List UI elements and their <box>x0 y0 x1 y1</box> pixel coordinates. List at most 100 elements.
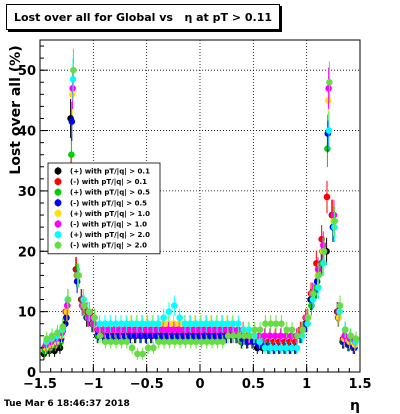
y-tick-label: 20 <box>18 245 36 260</box>
data-point <box>219 338 227 346</box>
series-8 <box>43 48 360 360</box>
data-point <box>171 302 178 309</box>
data-point <box>267 320 275 328</box>
data-point <box>192 320 199 328</box>
data-point <box>165 326 172 334</box>
legend-marker <box>54 209 62 217</box>
data-point <box>299 326 307 334</box>
legend-label: (+) with pT/|q| > 1.0 <box>70 210 150 219</box>
data-point <box>149 320 157 328</box>
data-point <box>96 320 103 328</box>
data-point <box>117 320 125 328</box>
data-point <box>54 329 61 337</box>
data-point <box>208 338 216 346</box>
data-point <box>256 338 263 346</box>
data-point <box>197 320 205 328</box>
data-point <box>310 290 317 297</box>
data-point <box>160 314 167 321</box>
data-point <box>262 320 269 328</box>
data-points <box>40 48 360 360</box>
data-point <box>68 151 75 158</box>
data-point <box>175 326 183 334</box>
data-point <box>261 332 268 340</box>
data-point <box>272 320 280 328</box>
data-point <box>170 326 178 334</box>
data-point <box>139 350 147 358</box>
data-point <box>342 326 349 334</box>
data-point <box>277 332 284 340</box>
data-point <box>315 272 323 279</box>
legend: (+) with pT/|q| > 0.1 (-) with pT/|q| > 0… <box>47 162 161 255</box>
x-tick-label: −1 <box>83 377 103 392</box>
data-point <box>294 332 301 340</box>
data-point <box>304 314 312 321</box>
data-point <box>261 344 269 352</box>
data-point <box>246 332 253 340</box>
data-point <box>325 84 332 92</box>
data-point <box>219 320 226 328</box>
data-point <box>181 320 189 328</box>
data-point <box>68 118 76 125</box>
data-point <box>160 338 168 346</box>
timestamp: Tue Mar 6 18:46:37 2018 <box>4 399 130 409</box>
data-point <box>331 217 339 225</box>
data-point <box>148 332 156 340</box>
axes: −1.5 −1 −0.5 0 0.5 1 1.5 0 10 20 30 40 50 <box>18 45 372 392</box>
data-point <box>128 344 136 352</box>
x-tick-label: 0.5 <box>242 377 265 392</box>
data-point <box>230 332 237 340</box>
y-tick-label: 30 <box>18 185 36 200</box>
data-point <box>59 323 67 331</box>
data-point <box>127 332 134 340</box>
data-point <box>323 193 331 201</box>
data-point <box>150 344 157 352</box>
x-tick-label: −1.5 <box>23 377 57 392</box>
data-point <box>176 314 183 321</box>
x-tick-label: 0 <box>195 377 204 392</box>
data-point <box>171 338 179 346</box>
data-point <box>319 241 327 249</box>
data-point <box>283 344 290 352</box>
legend-box <box>47 162 161 255</box>
data-point <box>123 338 131 346</box>
data-point <box>91 314 99 321</box>
data-point <box>155 338 163 346</box>
data-point <box>75 272 83 279</box>
data-point <box>287 332 295 340</box>
data-point <box>278 320 285 328</box>
data-point <box>134 350 141 358</box>
legend-marker <box>54 241 62 249</box>
data-point <box>325 127 333 134</box>
legend-label: (-) with pT/|q| > 0.5 <box>70 199 147 208</box>
data-point <box>282 332 290 340</box>
data-point <box>326 78 333 86</box>
data-point <box>314 266 322 273</box>
legend-label: (+) with pT/|q| > 2.0 <box>70 231 150 240</box>
data-point <box>43 335 51 343</box>
data-point <box>192 338 200 346</box>
legend-marker <box>54 231 62 239</box>
chart-title: Lost over all for Global vs η at pT > 0.… <box>6 4 280 30</box>
legend-label: (+) with pT/|q| > 0.1 <box>70 168 150 177</box>
data-point <box>229 320 237 328</box>
data-point <box>235 320 242 328</box>
y-axis-title: Lost over all (%) <box>8 45 24 174</box>
data-point <box>144 320 151 328</box>
x-tick-label: −0.5 <box>130 377 164 392</box>
data-point <box>293 344 301 352</box>
data-point <box>123 320 130 328</box>
legend-marker <box>54 167 62 175</box>
x-tick-label: 1.5 <box>348 377 371 392</box>
data-point <box>266 332 274 340</box>
data-point <box>272 344 279 352</box>
data-point <box>118 338 125 346</box>
legend-label: (+) with pT/|q| > 0.5 <box>70 189 150 198</box>
y-tick-label: 0 <box>27 366 36 381</box>
data-point <box>107 320 114 328</box>
y-tick-label: 40 <box>18 125 36 140</box>
data-point <box>214 338 221 346</box>
data-point <box>187 338 195 346</box>
data-point <box>251 326 259 334</box>
data-point <box>107 338 115 346</box>
